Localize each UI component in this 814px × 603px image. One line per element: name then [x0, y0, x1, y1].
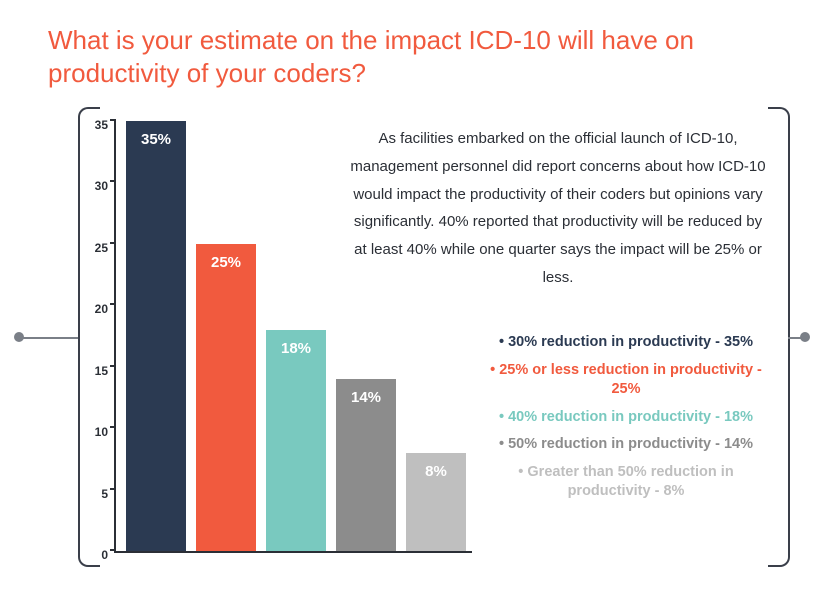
legend-item: • 50% reduction in productivity - 14% — [478, 435, 774, 455]
bar-value-label: 8% — [406, 463, 466, 480]
y-tick-mark — [110, 242, 116, 244]
decor-line-right — [788, 337, 804, 339]
y-tick-label: 30 — [88, 179, 108, 193]
y-tick-label: 0 — [88, 548, 108, 562]
chart-title: What is your estimate on the impact ICD-… — [48, 24, 774, 89]
bar: 18% — [266, 330, 326, 551]
y-tick-mark — [110, 549, 116, 551]
y-tick-mark — [110, 180, 116, 182]
bar-value-label: 25% — [196, 254, 256, 271]
bar-value-label: 14% — [336, 389, 396, 406]
summary-paragraph: As facilities embarked on the official l… — [348, 125, 768, 292]
y-tick-label: 35 — [88, 118, 108, 132]
y-tick-label: 5 — [88, 487, 108, 501]
y-tick-mark — [110, 303, 116, 305]
y-tick-label: 15 — [88, 364, 108, 378]
bar: 35% — [126, 121, 186, 551]
legend-item: • 25% or less reduction in productivity … — [478, 361, 774, 400]
legend-item: • 30% reduction in productivity - 35% — [478, 333, 774, 353]
y-tick-label: 25 — [88, 241, 108, 255]
decor-line-left — [20, 337, 78, 339]
y-tick-mark — [110, 426, 116, 428]
bar-value-label: 18% — [266, 340, 326, 357]
bar-value-label: 35% — [126, 131, 186, 148]
bar: 8% — [406, 453, 466, 551]
y-tick-mark — [110, 488, 116, 490]
legend-item: • 40% reduction in productivity - 18% — [478, 408, 774, 428]
y-tick-label: 10 — [88, 425, 108, 439]
legend: • 30% reduction in productivity - 35% • 2… — [478, 333, 774, 510]
bar: 14% — [336, 379, 396, 551]
y-tick-mark — [110, 119, 116, 121]
bar: 25% — [196, 244, 256, 551]
legend-item: • Greater than 50% reduction in producti… — [478, 463, 774, 502]
chart-panel: 0 5 10 15 20 25 30 35 35% 25% 18% 14% 8% As facilit… — [48, 107, 774, 567]
y-tick-label: 20 — [88, 302, 108, 316]
y-tick-mark — [110, 365, 116, 367]
